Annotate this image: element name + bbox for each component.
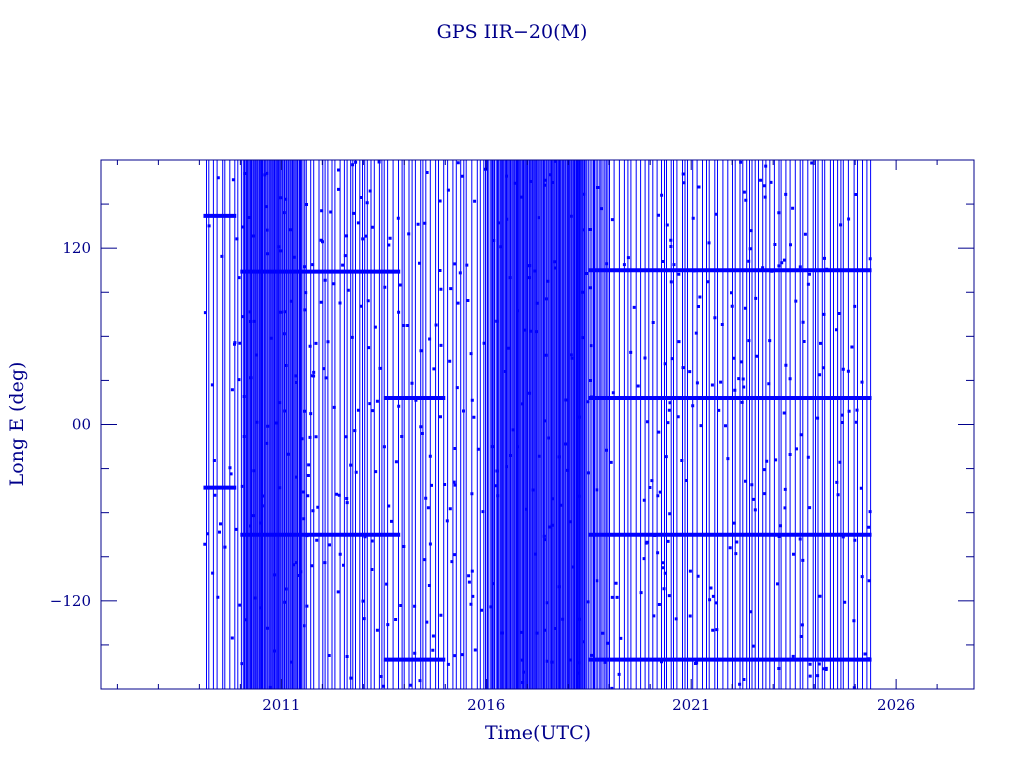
x-tick-label: 2016 [467, 696, 505, 714]
series-group [203, 160, 872, 689]
x-axis-label: Time(UTC) [485, 722, 591, 744]
y-axis: −120 00 120 [50, 159, 974, 690]
y-tick-label: 120 [62, 239, 91, 257]
x-tick-label: 2021 [672, 696, 710, 714]
x-tick-label: 2026 [877, 696, 915, 714]
y-tick-label: −120 [50, 592, 91, 610]
series-dense-block [502, 160, 585, 689]
y-axis-label: Long E (deg) [6, 362, 28, 487]
y-tick-label: 00 [72, 416, 91, 434]
x-tick-label: 2011 [262, 696, 300, 714]
series-points [203, 160, 872, 689]
series-dense-block [244, 160, 298, 689]
x-axis: 2011 2016 2021 2026 [116, 160, 938, 714]
chart-title: GPS IIR−20(M) [437, 21, 588, 43]
